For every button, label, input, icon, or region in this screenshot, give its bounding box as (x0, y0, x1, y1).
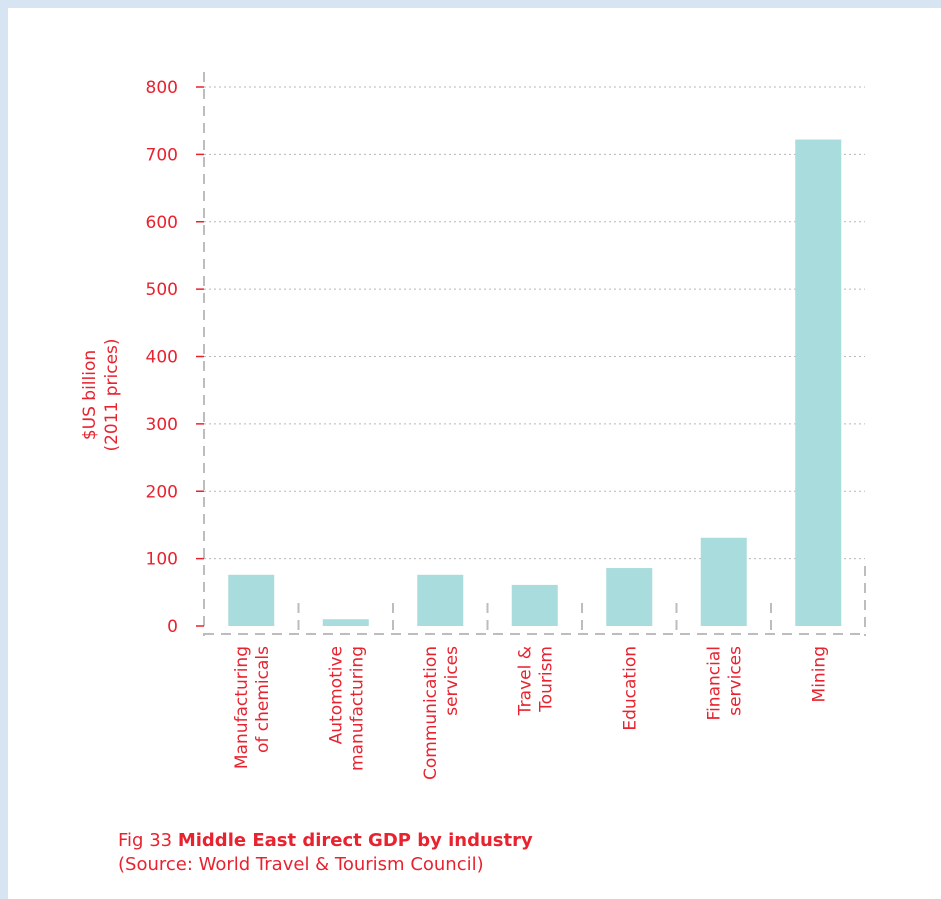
y-axis: 0 100 200 300 400 500 600 700 800 (146, 78, 204, 637)
y-tick-label: 800 (146, 78, 178, 98)
y-tick-label: 700 (146, 145, 178, 165)
x-tick-label: manufacturing (347, 646, 367, 771)
chart-frame (203, 72, 866, 636)
gridlines (204, 86, 865, 560)
x-tick-label: services (725, 646, 745, 716)
caption-title-line: Fig 33 Middle East direct GDP by industr… (118, 829, 533, 853)
y-tick-label: 300 (146, 415, 178, 435)
x-tick-label: Communication (421, 646, 441, 780)
y-tick-label: 500 (146, 280, 178, 300)
figure-title: Middle East direct GDP by industry (177, 830, 533, 851)
y-tick-label: 400 (146, 348, 178, 368)
y-axis-title-line: $US billion (80, 350, 100, 440)
bar (228, 574, 275, 626)
x-tick-label: Financial (704, 646, 724, 720)
x-tick-label: Automotive (326, 646, 346, 744)
y-tick-label: 0 (167, 617, 178, 637)
y-tick-label: 100 (146, 550, 178, 570)
y-tick-label: 600 (146, 213, 178, 233)
x-tick-label: Education (620, 646, 640, 731)
bars (228, 139, 842, 627)
bar (700, 537, 747, 626)
bar (322, 619, 369, 626)
y-axis-title-line: (2011 prices) (102, 338, 122, 451)
bar (417, 574, 464, 626)
x-tick-label: services (442, 646, 462, 716)
x-tick-label: Manufacturing (232, 646, 252, 769)
figure-caption: Fig 33 Middle East direct GDP by industr… (118, 829, 533, 877)
x-tick-label: of chemicals (253, 646, 273, 753)
y-axis-title: $US billion (2011 prices) (80, 338, 122, 451)
x-tick-label: Tourism (536, 646, 556, 713)
x-tick-label: Travel & (515, 646, 535, 716)
y-tick-label: 200 (146, 482, 178, 502)
bar (606, 568, 653, 626)
x-axis: Manufacturing of chemicals Automotive manuf… (232, 646, 830, 780)
figure-number: Fig 33 (118, 830, 173, 851)
figure-source: (Source: World Travel & Tourism Council) (118, 854, 484, 875)
x-tick-label: Mining (809, 646, 829, 702)
bar (511, 584, 558, 626)
bar (795, 139, 842, 627)
chart-panel (8, 8, 941, 899)
